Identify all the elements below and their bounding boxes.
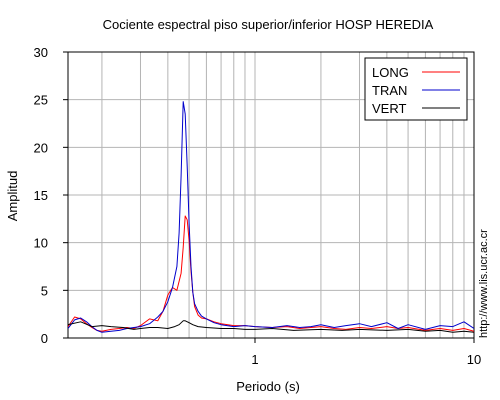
legend: LONG TRAN VERT xyxy=(364,57,468,121)
y-tick-label: 20 xyxy=(34,140,48,155)
y-tick-label: 15 xyxy=(34,188,48,203)
series-line-tran xyxy=(68,101,474,333)
y-tick-label: 10 xyxy=(34,236,48,251)
legend-label-vert: VERT xyxy=(372,101,406,116)
y-tick-label: 5 xyxy=(41,283,48,298)
series-lines xyxy=(68,101,474,333)
x-axis-label: Periodo (s) xyxy=(236,379,300,394)
x-tick-label: 10 xyxy=(467,352,481,367)
legend-box xyxy=(364,57,468,121)
y-tick-label: 0 xyxy=(41,331,48,346)
x-tick-label: 1 xyxy=(251,352,258,367)
y-tick-label: 25 xyxy=(34,93,48,108)
x-axis-ticks: 1 10 xyxy=(251,338,481,367)
legend-label-tran: TRAN xyxy=(372,83,407,98)
website-note: http://www.lis.ucr.ac.cr xyxy=(478,229,490,338)
y-axis-label: Amplitud xyxy=(5,171,20,222)
series-line-vert xyxy=(68,320,474,333)
legend-label-long: LONG xyxy=(372,65,409,80)
y-tick-label: 30 xyxy=(34,45,48,60)
chart-title: Cociente espectral piso superior/inferio… xyxy=(103,17,434,32)
y-axis-ticks: 0 5 10 15 20 25 30 xyxy=(34,45,68,346)
series-line-long xyxy=(68,215,474,332)
